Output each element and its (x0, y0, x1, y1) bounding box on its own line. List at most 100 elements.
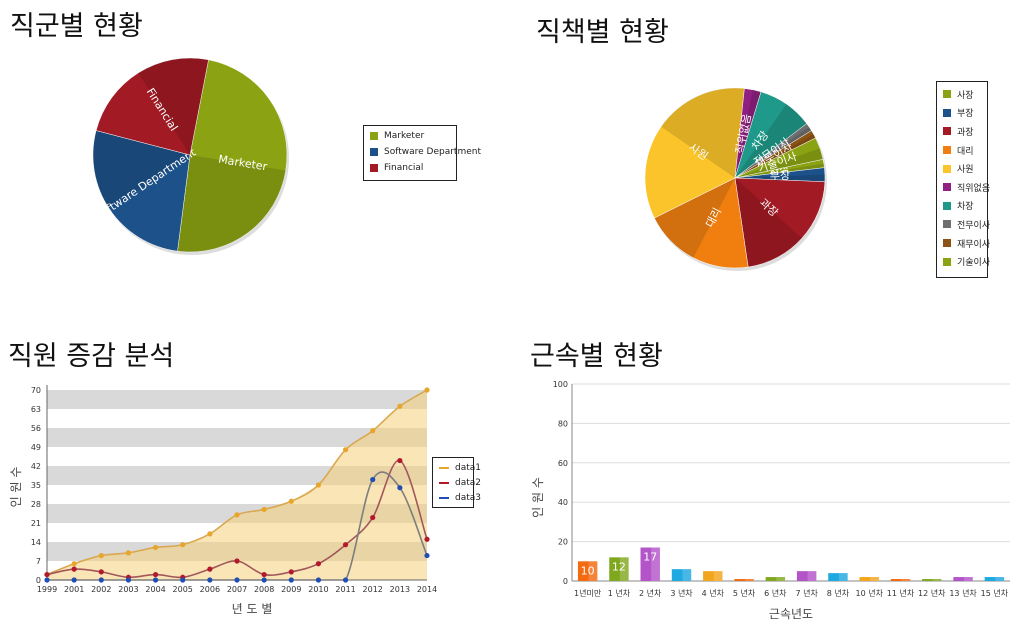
tenure-bar[interactable] (796, 571, 817, 581)
data3-point[interactable] (152, 577, 159, 583)
job-group-slice-shade (177, 155, 286, 252)
y-tick-label: 56 (31, 424, 41, 433)
data3-point[interactable] (98, 577, 104, 583)
data1-point[interactable] (180, 542, 186, 548)
data2-point[interactable] (342, 542, 349, 548)
staff-trend-legend-item[interactable]: data3 (433, 490, 481, 505)
legend-swatch-icon (439, 481, 449, 484)
legend-label: 기술이사 (957, 258, 991, 269)
tenure-bar[interactable] (890, 579, 911, 581)
data3-point[interactable] (261, 577, 267, 583)
tenure-bar[interactable] (734, 579, 754, 581)
staff-trend-legend-item[interactable]: data2 (433, 475, 481, 490)
position-legend-item[interactable]: 재무이사 (937, 234, 990, 253)
data2-point[interactable] (370, 514, 376, 521)
legend-label: data1 (455, 462, 481, 473)
x-tick-label: 2013 (390, 585, 410, 594)
tenure-bar[interactable] (765, 577, 786, 581)
legend-swatch-icon (943, 90, 951, 99)
position-legend-item[interactable]: 과장 (937, 122, 987, 141)
tenure-bar[interactable] (828, 573, 848, 581)
data1-point[interactable] (125, 550, 132, 556)
data1-point[interactable] (370, 428, 376, 434)
position-slice[interactable] (644, 87, 745, 219)
tenure-bar[interactable] (609, 557, 629, 581)
data1-point[interactable] (397, 403, 403, 409)
position-legend-item[interactable]: 사원 (937, 159, 987, 178)
data1-point[interactable] (288, 498, 294, 504)
position-slice-shade (735, 148, 824, 178)
data1-point[interactable] (424, 387, 430, 393)
data3-point[interactable] (315, 577, 322, 583)
job-group-slice[interactable] (95, 57, 209, 156)
data3-point[interactable] (71, 577, 77, 583)
data1-point[interactable] (152, 544, 159, 551)
position-legend-item[interactable]: 차장 (937, 197, 987, 216)
y-tick-label: 20 (558, 538, 568, 547)
x-tick-label: 5 년차 (733, 588, 756, 598)
data3-point[interactable] (288, 577, 294, 583)
data3-point[interactable] (44, 577, 50, 583)
position-slice[interactable] (734, 137, 824, 179)
x-tick-label: 2001 (64, 585, 84, 594)
position-slice-shade (735, 178, 802, 268)
y-tick-label: 49 (31, 443, 41, 452)
tenure-bar-shine (901, 579, 911, 581)
tenure-bar[interactable] (984, 577, 1005, 581)
data2-point[interactable] (315, 561, 322, 567)
data1-point[interactable] (261, 506, 267, 513)
position-legend-item[interactable]: 대리 (937, 141, 987, 160)
x-tick-label: 13 년차 (949, 588, 977, 598)
tenure-bar[interactable] (859, 577, 879, 581)
data1-point[interactable] (342, 447, 349, 453)
data1-point[interactable] (71, 561, 77, 567)
data3-point[interactable] (180, 577, 186, 583)
position-slice-shade (654, 178, 735, 258)
x-tick-label: 1999 (37, 585, 57, 594)
legend-swatch-icon (943, 183, 951, 192)
data2-point[interactable] (288, 569, 294, 575)
tenure-bar-shine (713, 571, 723, 581)
position-legend-item[interactable]: 기술이사 (937, 252, 991, 271)
x-tick-label: 11 년차 (887, 588, 915, 598)
data3-point[interactable] (125, 577, 132, 583)
tenure-bar[interactable] (703, 571, 723, 581)
data3-point[interactable] (207, 577, 213, 583)
data2-point[interactable] (98, 569, 104, 575)
data1-point[interactable] (234, 512, 240, 518)
job-group-legend-item[interactable]: Marketer (364, 128, 456, 144)
position-legend-item[interactable]: 부장 (937, 104, 987, 123)
tenure-bar[interactable] (671, 569, 692, 581)
position-slice[interactable] (734, 177, 826, 268)
data2-point[interactable] (71, 566, 77, 572)
data2-point[interactable] (261, 571, 267, 578)
data2-point[interactable] (152, 571, 159, 578)
position-legend-item[interactable]: 전무이사 (937, 215, 990, 234)
staff-trend-legend-item[interactable]: data1 (433, 460, 481, 475)
data1-point[interactable] (98, 552, 104, 559)
tenure-bar[interactable] (577, 561, 598, 581)
data2-point[interactable] (397, 457, 403, 464)
data3-point[interactable] (342, 577, 349, 583)
data2-point[interactable] (44, 571, 50, 578)
data3-point[interactable] (424, 552, 430, 559)
data2-point[interactable] (234, 558, 240, 564)
position-slice[interactable] (654, 177, 749, 269)
data2-point[interactable] (207, 566, 213, 572)
tenure-bar[interactable] (640, 547, 660, 581)
data3-point[interactable] (397, 485, 403, 491)
job-group-slice[interactable] (177, 59, 288, 253)
tenure-bar[interactable] (922, 579, 942, 581)
job-group-slice[interactable] (92, 130, 191, 252)
position-legend-item[interactable]: 사장 (937, 85, 987, 104)
data1-point[interactable] (207, 531, 213, 537)
position-legend-item[interactable]: 직위없음 (937, 178, 990, 197)
data1-point[interactable] (315, 482, 322, 488)
data2-point[interactable] (424, 536, 430, 542)
data3-point[interactable] (370, 476, 376, 483)
data3-point[interactable] (234, 577, 240, 583)
tenure-bar[interactable] (953, 577, 973, 581)
job-group-legend-item[interactable]: Software Department (364, 144, 481, 160)
job-group-legend-item[interactable]: Financial (364, 160, 456, 176)
